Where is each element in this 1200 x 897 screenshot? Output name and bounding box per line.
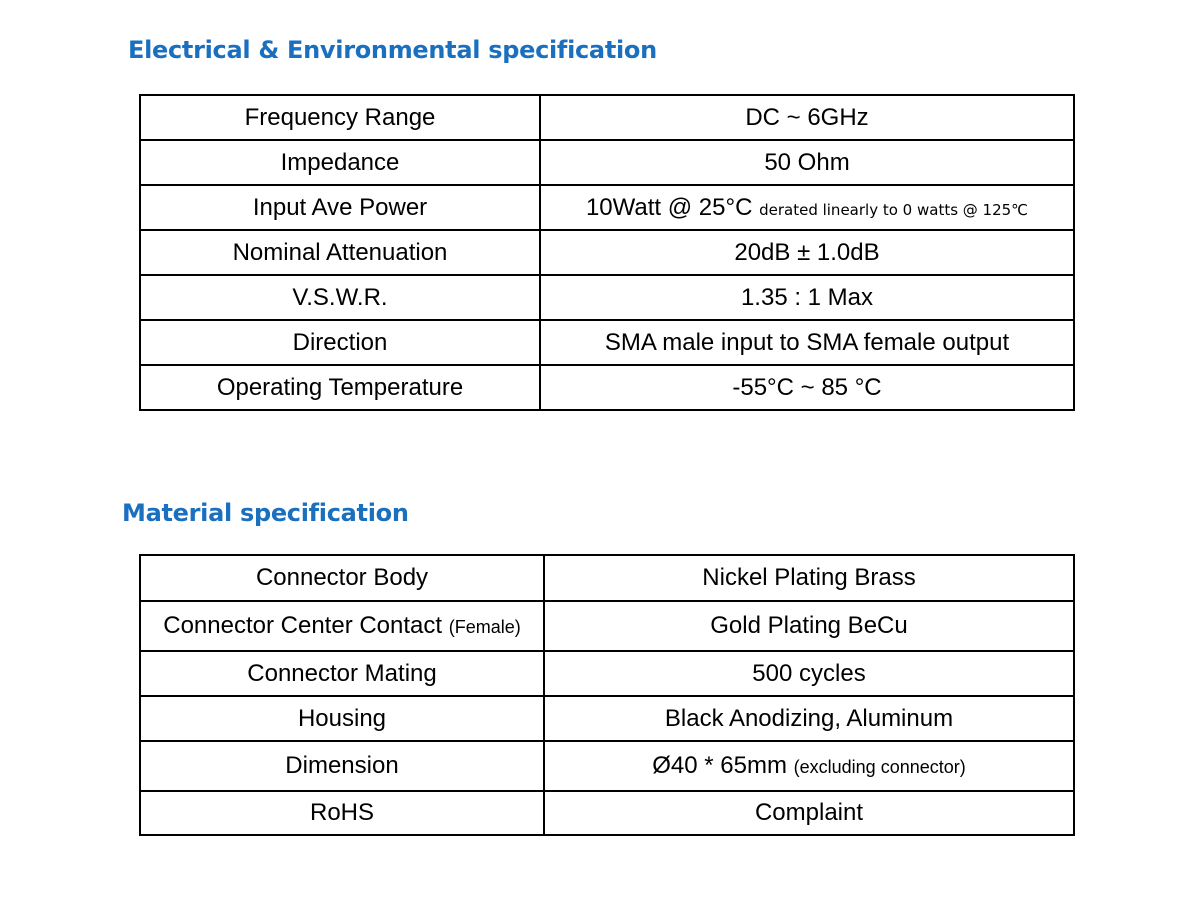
spec-label-main: Connector Center Contact bbox=[163, 612, 443, 639]
electrical-spec-title: Electrical & Environmental specification bbox=[128, 36, 657, 64]
spec-label: Operating Temperature bbox=[139, 364, 541, 411]
spec-value-note: derated linearly to 0 watts @ 125℃ bbox=[759, 200, 1029, 219]
table-row: Dimension Ø40 * 65mm (excluding connecto… bbox=[139, 740, 1075, 792]
spec-value: Nickel Plating Brass bbox=[543, 554, 1075, 602]
spec-value: 20dB ± 1.0dB bbox=[539, 229, 1075, 276]
spec-value: 50 Ohm bbox=[539, 139, 1075, 186]
table-row: Connector Center Contact (Female) Gold P… bbox=[139, 600, 1075, 652]
spec-label: V.S.W.R. bbox=[139, 274, 541, 321]
table-row: Direction SMA male input to SMA female o… bbox=[139, 319, 1075, 366]
table-row: RoHS Complaint bbox=[139, 790, 1075, 836]
spec-value: 500 cycles bbox=[543, 650, 1075, 697]
spec-value: Black Anodizing, Aluminum bbox=[543, 695, 1075, 742]
table-row: Connector Body Nickel Plating Brass bbox=[139, 554, 1075, 602]
spec-value-main: Ø40 * 65mm bbox=[652, 752, 787, 779]
spec-value: Ø40 * 65mm (excluding connector) bbox=[543, 740, 1075, 792]
table-row: Frequency Range DC ~ 6GHz bbox=[139, 94, 1075, 141]
material-spec-table: Connector Body Nickel Plating Brass Conn… bbox=[139, 554, 1075, 836]
spec-value: DC ~ 6GHz bbox=[539, 94, 1075, 141]
spec-value: Gold Plating BeCu bbox=[543, 600, 1075, 652]
spec-label-note: (Female) bbox=[448, 617, 521, 637]
material-spec-title: Material specification bbox=[122, 499, 409, 527]
table-row: Impedance 50 Ohm bbox=[139, 139, 1075, 186]
spec-value: 1.35 : 1 Max bbox=[539, 274, 1075, 321]
spec-label: RoHS bbox=[139, 790, 545, 836]
spec-value: Complaint bbox=[543, 790, 1075, 836]
spec-label: Connector Center Contact (Female) bbox=[139, 600, 545, 652]
spec-value-note: (excluding connector) bbox=[793, 757, 966, 777]
spec-label: Direction bbox=[139, 319, 541, 366]
table-row: Input Ave Power 10Watt @ 25°C derated li… bbox=[139, 184, 1075, 231]
table-row: V.S.W.R. 1.35 : 1 Max bbox=[139, 274, 1075, 321]
spec-label: Frequency Range bbox=[139, 94, 541, 141]
table-row: Housing Black Anodizing, Aluminum bbox=[139, 695, 1075, 742]
spec-value-main: 10Watt @ 25°C bbox=[585, 193, 753, 221]
spec-label: Input Ave Power bbox=[139, 184, 541, 231]
spec-label: Housing bbox=[139, 695, 545, 742]
spec-label: Connector Mating bbox=[139, 650, 545, 697]
table-row: Nominal Attenuation 20dB ± 1.0dB bbox=[139, 229, 1075, 276]
spec-value: SMA male input to SMA female output bbox=[539, 319, 1075, 366]
table-row: Connector Mating 500 cycles bbox=[139, 650, 1075, 697]
spec-label: Nominal Attenuation bbox=[139, 229, 541, 276]
spec-value: -55°C ~ 85 °C bbox=[539, 364, 1075, 411]
spec-label: Connector Body bbox=[139, 554, 545, 602]
spec-label: Impedance bbox=[139, 139, 541, 186]
spec-label: Dimension bbox=[139, 740, 545, 792]
table-row: Operating Temperature -55°C ~ 85 °C bbox=[139, 364, 1075, 411]
spec-value: 10Watt @ 25°C derated linearly to 0 watt… bbox=[539, 184, 1075, 231]
electrical-spec-table: Frequency Range DC ~ 6GHz Impedance 50 O… bbox=[139, 94, 1075, 411]
